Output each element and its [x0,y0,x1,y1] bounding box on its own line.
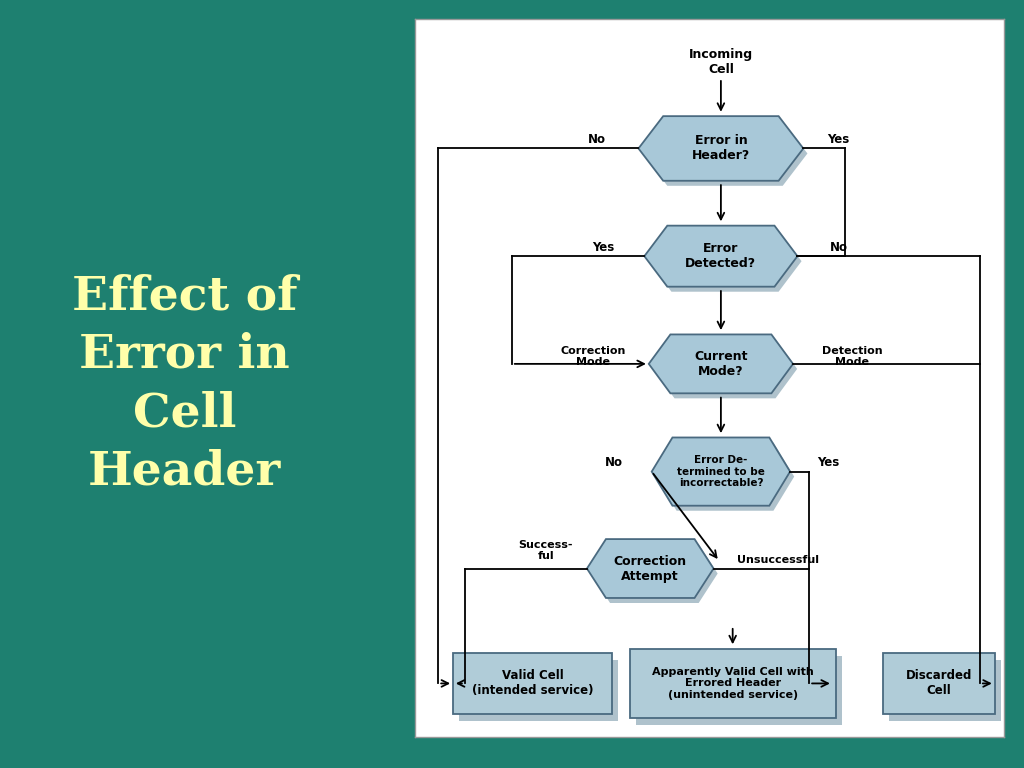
Text: No: No [588,134,606,147]
Polygon shape [639,116,803,180]
Text: Valid Cell
(intended service): Valid Cell (intended service) [472,670,593,697]
Bar [453,653,612,714]
Polygon shape [655,442,795,511]
Text: No: No [829,241,848,254]
Text: Incoming
Cell: Incoming Cell [689,48,753,76]
Polygon shape [591,544,718,603]
Bar [459,660,617,721]
Polygon shape [643,121,808,186]
Text: Error in
Header?: Error in Header? [692,134,750,163]
Text: Effect of
Error in
Cell
Header: Effect of Error in Cell Header [72,273,297,495]
Polygon shape [587,539,714,598]
Bar [636,657,842,725]
Text: Yes: Yes [592,241,614,254]
Text: Error De-
termined to be
incorrectable?: Error De- termined to be incorrectable? [677,455,765,488]
Text: Yes: Yes [817,456,840,469]
Text: Unsuccessful: Unsuccessful [737,555,819,565]
Text: Apparently Valid Cell with
Errored Header
(unintended service): Apparently Valid Cell with Errored Heade… [652,667,813,700]
Text: Correction
Mode: Correction Mode [560,346,626,368]
Polygon shape [644,226,798,286]
Polygon shape [653,339,797,399]
Text: No: No [604,456,623,469]
Polygon shape [649,334,793,393]
Bar [630,649,836,717]
Bar [883,653,994,714]
Text: Error
Detected?: Error Detected? [685,242,757,270]
Text: Detection
Mode: Detection Mode [821,346,883,368]
Text: Success-
ful: Success- ful [518,540,573,561]
Text: Current
Mode?: Current Mode? [694,350,748,378]
Polygon shape [651,438,791,505]
Text: Correction
Attempt: Correction Attempt [613,554,687,583]
Text: Yes: Yes [827,134,850,147]
Text: Discarded
Cell: Discarded Cell [905,670,972,697]
Bar [889,660,1000,721]
Polygon shape [648,230,802,292]
